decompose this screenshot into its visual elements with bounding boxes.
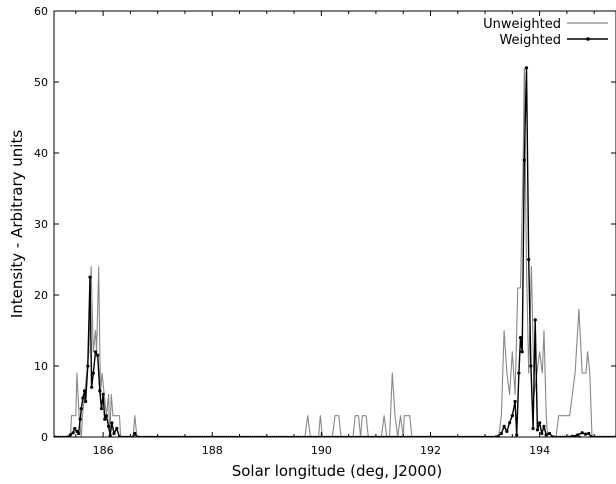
x-tick-label: 188 (202, 444, 223, 457)
data-point-weighted (517, 371, 521, 375)
data-point-weighted (96, 353, 100, 357)
data-point-weighted (104, 414, 108, 418)
data-point-weighted (79, 407, 83, 411)
data-point-weighted (576, 433, 580, 437)
data-point-weighted (99, 407, 104, 411)
data-point-weighted (106, 424, 111, 428)
data-point-weighted (110, 421, 114, 425)
legend: Unweighted Weighted (483, 17, 608, 48)
data-point-weighted (103, 417, 107, 421)
data-point-weighted (531, 426, 535, 431)
y-axis-title: Intensity - Arbitrary units (8, 130, 26, 318)
y-tick-label: 40 (34, 147, 48, 160)
data-point-weighted (515, 433, 519, 437)
data-point-weighted (533, 318, 537, 322)
data-point-weighted (513, 399, 517, 404)
series-line-unweighted (54, 67, 616, 437)
data-point-weighted (522, 158, 526, 162)
data-point-weighted (510, 414, 514, 418)
ticks-layer: 186 188 190 192 194 0 10 20 30 40 50 60 (34, 5, 616, 457)
y-tick-label: 60 (34, 5, 48, 18)
y-tick-label: 30 (34, 218, 48, 231)
x-axis-title: Solar longitude (deg, J2000) (232, 462, 443, 480)
y-tick-label: 10 (34, 360, 48, 373)
y-tick-label: 50 (34, 76, 48, 89)
data-point-weighted (544, 433, 548, 437)
data-point-weighted (101, 392, 105, 396)
y-tick-label: 20 (34, 289, 48, 302)
data-point-weighted (587, 431, 591, 436)
data-point-weighted (570, 434, 574, 437)
data-point-weighted (78, 417, 82, 421)
series-line-weighted (54, 67, 616, 437)
data-point-weighted (91, 371, 95, 375)
data-point-weighted (81, 396, 85, 400)
data-point-weighted (505, 429, 509, 433)
plot-frame (53, 10, 616, 438)
data-point-weighted (115, 426, 119, 431)
x-tick-label: 192 (420, 444, 441, 457)
data-point-weighted (524, 66, 529, 70)
legend-marker-weighted (586, 37, 590, 41)
data-point-weighted (542, 424, 546, 428)
data-point-weighted (112, 431, 116, 436)
data-point-weighted (71, 431, 75, 435)
data-point-weighted (68, 433, 72, 437)
data-point-weighted (133, 431, 137, 436)
data-point-weighted (538, 421, 542, 425)
data-point-weighted (88, 275, 92, 279)
data-point-weighted (502, 424, 506, 428)
data-point-weighted (547, 431, 552, 436)
data-point-weighted (84, 399, 88, 404)
x-tick-label: 186 (93, 444, 114, 457)
legend-label-weighted: Weighted (499, 33, 561, 48)
data-point-weighted (86, 364, 90, 368)
y-tick-label: 0 (41, 431, 48, 444)
data-point-weighted (98, 389, 102, 393)
data-point-weighted (583, 432, 588, 436)
data-point-weighted (518, 336, 523, 340)
data-point-weighted (93, 350, 98, 354)
data-point-weighted (535, 428, 540, 432)
data-point-weighted (520, 350, 524, 354)
data-point-weighted (527, 257, 531, 262)
legend-label-unweighted: Unweighted (483, 17, 561, 32)
data-point-weighted (82, 389, 87, 393)
x-tick-label: 194 (529, 444, 550, 457)
data-point-weighted (499, 431, 504, 436)
data-point-weighted (76, 431, 81, 436)
data-point-weighted (73, 426, 77, 431)
data-point-weighted (529, 364, 533, 368)
data-point-weighted (580, 431, 584, 435)
x-tick-label: 190 (311, 444, 332, 457)
data-point-weighted (90, 385, 94, 389)
data-point-weighted (508, 421, 512, 425)
data-point-weighted (108, 433, 112, 437)
data-point-weighted (540, 431, 544, 436)
